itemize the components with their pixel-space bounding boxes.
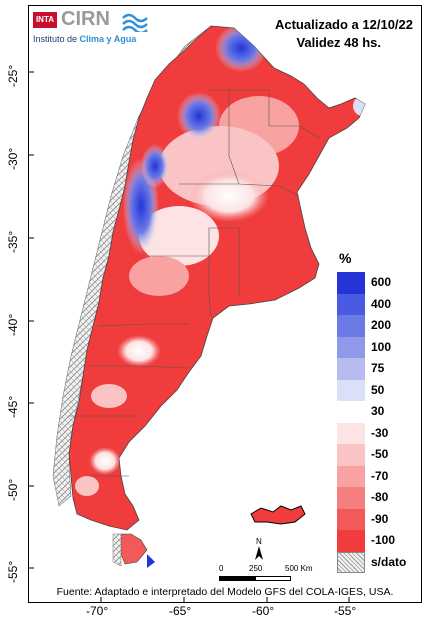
scale-label-0: 0 bbox=[219, 564, 224, 573]
legend-label: 30 bbox=[371, 404, 385, 418]
province-borders bbox=[69, 89, 320, 477]
legend-swatch bbox=[337, 487, 365, 509]
legend-label: -50 bbox=[371, 447, 389, 461]
scale-segment-white bbox=[255, 576, 291, 581]
legend-row: 75 bbox=[337, 358, 417, 380]
tierra-del-fuego bbox=[120, 533, 148, 565]
legend-row: s/dato bbox=[337, 551, 417, 573]
y-tick-label: -35° bbox=[6, 230, 20, 253]
tierra-del-fuego-blue bbox=[147, 554, 155, 568]
scale-label-500: 500 Km bbox=[285, 564, 313, 573]
legend-label: -100 bbox=[371, 533, 396, 547]
y-tick-label: -50° bbox=[6, 478, 20, 501]
cirn-wordmark: CIRN bbox=[61, 8, 110, 30]
legend-row: -50 bbox=[337, 444, 417, 466]
legend-label: -80 bbox=[371, 490, 389, 504]
legend-row: 400 bbox=[337, 293, 417, 315]
legend-swatch bbox=[337, 336, 365, 358]
legend-label: 75 bbox=[371, 361, 385, 375]
legend-swatch bbox=[337, 379, 365, 401]
no-data-region-south bbox=[112, 533, 122, 567]
legend-swatch bbox=[337, 551, 365, 573]
legend-label: 600 bbox=[371, 275, 392, 289]
malvinas-islands bbox=[250, 505, 306, 525]
legend-row: -70 bbox=[337, 465, 417, 487]
x-tick-label: -60° bbox=[252, 604, 275, 618]
legend-label: 100 bbox=[371, 339, 392, 354]
update-date: Actualizado a 12/10/22 bbox=[274, 17, 413, 32]
y-tick-label: -45° bbox=[6, 395, 20, 418]
validity-label: Validez 48 hs. bbox=[296, 35, 381, 50]
legend-unit: % bbox=[339, 250, 352, 266]
legend-swatch bbox=[337, 315, 365, 337]
legend-row: -90 bbox=[337, 508, 417, 530]
y-tick-label: -25° bbox=[6, 64, 20, 87]
legend-row: -80 bbox=[337, 487, 417, 509]
axis-ticks bbox=[29, 71, 350, 602]
legend-label: -90 bbox=[371, 511, 389, 526]
legend-swatch bbox=[337, 465, 365, 487]
logo-subtitle-prefix: Instituto de bbox=[33, 34, 80, 44]
legend-label: 200 bbox=[371, 318, 392, 332]
legend-swatch bbox=[337, 401, 365, 423]
legend-label: s/dato bbox=[371, 554, 407, 569]
logo-subtitle-accent: Clima y Agua bbox=[79, 34, 137, 44]
legend-row: -30 bbox=[337, 422, 417, 444]
wave-icon bbox=[122, 13, 148, 32]
legend-swatch bbox=[337, 422, 365, 444]
north-arrow-icon: N bbox=[255, 537, 263, 560]
legend-swatch bbox=[337, 508, 365, 530]
scale-label-250: 250 bbox=[249, 564, 263, 573]
x-tick-label: -65° bbox=[169, 604, 192, 618]
legend-row: 200 bbox=[337, 315, 417, 337]
x-tick-label: -55° bbox=[334, 604, 357, 618]
x-tick-label: -70° bbox=[86, 604, 109, 618]
logo-subtitle: Instituto de Clima y Agua bbox=[33, 34, 136, 44]
legend-swatch bbox=[337, 293, 365, 315]
legend-row: 100 bbox=[337, 336, 417, 358]
inta-badge: INTA bbox=[33, 12, 57, 28]
legend-label: -30 bbox=[371, 425, 389, 440]
legend-label: -70 bbox=[371, 468, 389, 483]
y-tick-label: -40° bbox=[6, 313, 20, 336]
legend-swatch bbox=[337, 530, 365, 552]
legend-row: 600 bbox=[337, 272, 417, 294]
cirn-logo: INTA CIRN Instituto de Clima y Agua bbox=[33, 8, 183, 52]
legend-swatch bbox=[337, 272, 365, 294]
y-tick-label: -55° bbox=[6, 560, 20, 583]
legend-row: -100 bbox=[337, 530, 417, 552]
svg-text:N: N bbox=[256, 537, 262, 546]
scale-segment-black bbox=[219, 576, 255, 581]
legend-row: 50 bbox=[337, 379, 417, 401]
y-tick-label: -30° bbox=[6, 147, 20, 170]
scale-bar: 0 250 500 Km bbox=[219, 564, 329, 586]
legend-row: 30 bbox=[337, 401, 417, 423]
legend-swatch bbox=[337, 444, 365, 466]
legend-swatch bbox=[337, 358, 365, 380]
legend-label: 400 bbox=[371, 296, 392, 311]
map-frame: INTA CIRN Instituto de Clima y Agua Actu… bbox=[28, 5, 422, 603]
source-credit: Fuente: Adaptado e interpretado del Mode… bbox=[56, 586, 394, 598]
legend-label: 50 bbox=[371, 382, 385, 397]
precipitation-anomaly-map bbox=[29, 25, 366, 602]
